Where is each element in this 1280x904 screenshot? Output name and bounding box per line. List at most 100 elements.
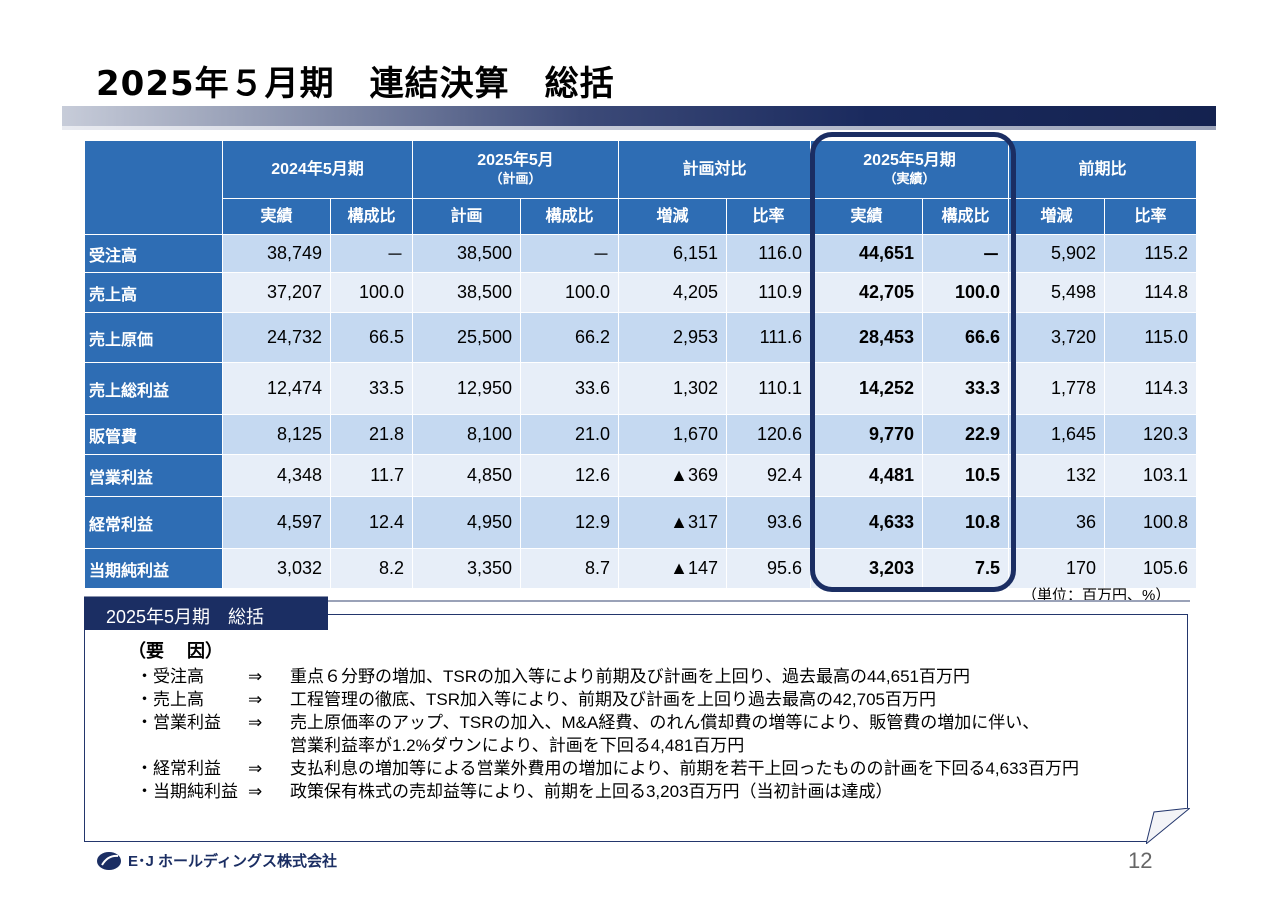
factors-list: （要 因） ・受注高 ⇒ 重点６分野の増加、TSRの加入等により前期及び計画を上回り… (128, 640, 1079, 803)
table-cell: 95.6 (725, 548, 812, 589)
table-cell: 8.7 (520, 548, 619, 589)
table-row: 売上高 37,207 100.0 38,500 100.0 4,205 110.9 42,70… (84, 272, 1198, 313)
row-label: 売上高 (84, 272, 223, 313)
factor-item: ・売上高 ⇒ 工程管理の徹底、TSR加入等により、前期及び計画を上回り過去最高の42… (128, 688, 1079, 711)
factor-item: 営業利益率が1.2%ダウンにより、計画を下回る4,481百万円 (128, 734, 1079, 757)
table-cell: ▲147 (618, 548, 727, 589)
table-cell: 12.6 (520, 454, 619, 497)
factor-text: 重点６分野の増加、TSRの加入等により前期及び計画を上回り、過去最高の44,65… (290, 667, 970, 686)
arrow-icon: ⇒ (248, 782, 263, 801)
col-group-header: 2025年5月 （計画） (412, 140, 619, 199)
row-label: 営業利益 (84, 454, 223, 497)
col-group-header: 前期比 (1008, 140, 1198, 199)
table-cell: 8,100 (412, 414, 521, 455)
factor-text: 工程管理の徹底、TSR加入等により、前期及び計画を上回り過去最高の42,705百… (290, 690, 936, 709)
col-sub-header: 比率 (1104, 198, 1198, 235)
row-label: 売上原価 (84, 312, 223, 363)
col-group-header: 2024年5月期 (222, 140, 413, 199)
title-underline-bar (62, 106, 1216, 126)
col-group-header: 計画対比 (617, 140, 812, 199)
page-number: 12 (1128, 848, 1153, 873)
table-cell: 116.0 (725, 234, 812, 273)
factor-item: ・受注高 ⇒ 重点６分野の増加、TSRの加入等により前期及び計画を上回り、過去最高の… (128, 665, 1079, 688)
table-row: 受注高 38,749 － 38,500 － 6,151 116.0 44,651 － 5,902 1… (84, 234, 1198, 273)
table-cell: 10.8 (922, 496, 1010, 549)
table-cell: 28,453 (810, 312, 924, 363)
table-cell: 1,670 (618, 414, 727, 455)
factor-label: ・売上高 (136, 690, 204, 709)
table-cell: 66.2 (520, 312, 619, 363)
table-cell: － (330, 234, 413, 273)
table-cell: 100.0 (330, 272, 413, 313)
table-cell: 105.6 (1104, 548, 1198, 589)
factor-item: ・営業利益 ⇒ 売上原価率のアップ、TSRの加入、M&A経費、のれん償却費の増等によ… (128, 711, 1079, 734)
table-cell: 1,302 (618, 362, 727, 415)
table-cell: 100.8 (1104, 496, 1198, 549)
table-cell: 2,953 (618, 312, 727, 363)
table-row: 売上総利益 12,474 33.5 12,950 33.6 1,302 110.1 14,25… (84, 362, 1198, 415)
summary-tab-line (328, 600, 1190, 602)
arrow-icon: ⇒ (248, 667, 263, 686)
table-row: 営業利益 4,348 11.7 4,850 12.6 ▲369 92.4 4,481 10.5 1… (84, 454, 1198, 497)
table-cell: 111.6 (725, 312, 812, 363)
table-corner-cell (84, 140, 223, 235)
table-cell: 25,500 (412, 312, 521, 363)
factor-label (128, 734, 248, 757)
factors-heading: （要 因） (128, 641, 224, 661)
row-label: 受注高 (84, 234, 223, 273)
table-cell: 100.0 (922, 272, 1010, 313)
factor-text: 支払利息の増加等による営業外費用の増加により、前期を若干上回ったものの計画を下回… (290, 759, 1080, 778)
table-cell: 114.8 (1104, 272, 1198, 313)
company-logo: E･J ホールディングス株式会社 (96, 850, 337, 871)
col-sub-header: 増減 (618, 198, 727, 235)
table-cell: 120.3 (1104, 414, 1198, 455)
table-cell: 38,500 (412, 234, 521, 273)
table-cell: 24,732 (222, 312, 331, 363)
factor-text: 政策保有株式の売却益等により、前期を上回る3,203百万円（当初計画は達成） (290, 782, 893, 801)
table-cell: 12.4 (330, 496, 413, 549)
table-cell: 22.9 (922, 414, 1010, 455)
table-cell: 4,348 (222, 454, 331, 497)
table-cell: 4,597 (222, 496, 331, 549)
table-cell: 4,205 (618, 272, 727, 313)
table-cell: 66.6 (922, 312, 1010, 363)
table-cell: 21.8 (330, 414, 413, 455)
col-sub-header: 増減 (1008, 198, 1106, 235)
col-sub-header: 実績 (222, 198, 331, 235)
factor-item: ・当期純利益 ⇒ 政策保有株式の売却益等により、前期を上回る3,203百万円（当初計… (128, 780, 1079, 803)
table-cell: 12,950 (412, 362, 521, 415)
row-label: 販管費 (84, 414, 223, 455)
table-row: 売上原価 24,732 66.5 25,500 66.2 2,953 111.6 28,453… (84, 312, 1198, 363)
row-label: 経常利益 (84, 496, 223, 549)
factor-item: ・経常利益 ⇒ 支払利息の増加等による営業外費用の増加により、前期を若干上回ったもの… (128, 757, 1079, 780)
table-cell: ▲317 (618, 496, 727, 549)
table-cell: 93.6 (725, 496, 812, 549)
table-cell: 21.0 (520, 414, 619, 455)
col-sub-header: 計画 (412, 198, 521, 235)
col-sub-header: 構成比 (520, 198, 619, 235)
table-cell: 115.0 (1104, 312, 1198, 363)
col-sub-header: 比率 (725, 198, 812, 235)
table-cell: 38,500 (412, 272, 521, 313)
col-group-header: 2025年5月期 （実績） (810, 140, 1010, 199)
table-cell: 110.1 (725, 362, 812, 415)
table-cell: 12,474 (222, 362, 331, 415)
table-cell: 110.9 (725, 272, 812, 313)
table-cell: 38,749 (222, 234, 331, 273)
table-row: 販管費 8,125 21.8 8,100 21.0 1,670 120.6 9,770 22.9… (84, 414, 1198, 455)
table-cell: ▲369 (618, 454, 727, 497)
table-cell: 3,350 (412, 548, 521, 589)
arrow-icon: ⇒ (248, 759, 263, 778)
table-cell: 4,850 (412, 454, 521, 497)
table-row: 経常利益 4,597 12.4 4,950 12.9 ▲317 93.6 4,633 10.8 3… (84, 496, 1198, 549)
table-cell: 92.4 (725, 454, 812, 497)
table-cell: 5,902 (1008, 234, 1106, 273)
table-cell: 170 (1008, 548, 1106, 589)
table-cell: 6,151 (618, 234, 727, 273)
page-title: 2025年５月期 連結決算 総括 (96, 64, 615, 104)
table-cell: 8,125 (222, 414, 331, 455)
table-cell: 103.1 (1104, 454, 1198, 497)
title-underline-shadow (62, 126, 1216, 130)
col-sub-header: 構成比 (330, 198, 413, 235)
table-cell: 33.5 (330, 362, 413, 415)
